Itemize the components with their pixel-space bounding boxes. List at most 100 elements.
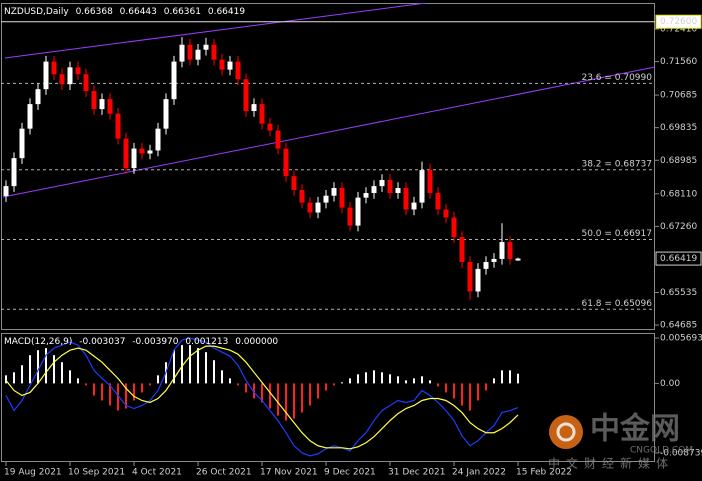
macd-readout: -0.003970 (132, 337, 178, 347)
candle-body (3, 186, 9, 197)
candle-body (403, 188, 409, 210)
histogram-bar (381, 372, 383, 384)
y-tick-label: 0.69835 (660, 123, 697, 133)
y-tick-label: -0.008739 (660, 448, 702, 458)
histogram-bar (285, 383, 287, 421)
candle-body (171, 61, 177, 100)
histogram-bar (317, 383, 319, 399)
macd-panel-frame (1, 333, 655, 462)
histogram-bar (413, 378, 415, 384)
candle-body (387, 179, 393, 194)
histogram-bar (229, 378, 231, 384)
candle-body (139, 148, 145, 154)
candle-body (499, 242, 505, 259)
y-tick-label: 0.64685 (660, 321, 697, 331)
candle-body (451, 217, 457, 238)
candle-body (283, 148, 289, 177)
candle-body (467, 261, 473, 292)
candle-body (163, 99, 169, 129)
histogram-bar (493, 378, 495, 384)
candle-body (363, 193, 369, 198)
header-high: 0.66443 (120, 7, 157, 17)
histogram-bar (357, 374, 359, 384)
candle-body (211, 44, 217, 60)
candle-body (51, 61, 57, 75)
histogram-bar (445, 383, 447, 393)
histogram-bar (509, 370, 511, 384)
candle-body (203, 44, 209, 50)
candle-body (491, 258, 497, 262)
candle-body (275, 130, 281, 149)
candle-body (483, 261, 489, 269)
histogram-bar (405, 380, 407, 384)
fib-label: 50.0 = 0.66917 (581, 229, 652, 239)
histogram-bar (101, 383, 103, 401)
histogram-bar (13, 372, 15, 384)
histogram-bar (397, 376, 399, 384)
histogram-bar (69, 370, 71, 384)
candle-body (515, 258, 521, 261)
histogram-bar (37, 350, 39, 384)
price-plot: 23.6 = 0.70990 38.2 = 0.68737 50.0 = 0.669… (1, 21, 655, 310)
price-header: NZDUSD,Daily 0.66368 0.66443 0.66361 0.6… (4, 7, 245, 17)
histogram-bar (173, 350, 175, 384)
macd-readout: -0.003037 (79, 337, 125, 347)
candle-body (331, 188, 337, 196)
fib-label: 61.8 = 0.65096 (581, 299, 652, 309)
y-tick-label: 0.005693 (660, 334, 702, 344)
histogram-bar (85, 383, 87, 386)
histogram-bar (437, 383, 439, 387)
candle-body (459, 237, 465, 262)
watermark-brand: 中金网 (590, 412, 680, 447)
y-tick-label: 0.68110 (660, 189, 697, 199)
watermark-logo (549, 415, 583, 449)
candle-body (83, 74, 89, 92)
histogram-bar (61, 362, 63, 384)
histogram-bar (77, 378, 79, 384)
histogram-bar (29, 355, 31, 384)
y-tick-label: 0.71560 (660, 57, 697, 67)
histogram-bar (517, 373, 519, 384)
watermark-domain: CNGOLD.COM (630, 446, 693, 456)
candle-body (27, 104, 33, 129)
candle-body (179, 44, 185, 62)
histogram-bar (117, 383, 119, 411)
macd-readout: 0.000000 (235, 337, 278, 347)
histogram-bar (197, 348, 199, 384)
candle-body (107, 99, 113, 114)
candle-body (435, 193, 441, 210)
histogram-bar (221, 370, 223, 384)
candle-body (99, 99, 105, 110)
trendlines (2, 3, 655, 198)
symbol: NZDUSD,Daily (4, 7, 69, 17)
header-open: 0.66368 (76, 7, 113, 17)
x-tick-label: 31 Dec 2021 (388, 468, 446, 478)
fib-label: 38.2 = 0.68737 (581, 159, 652, 169)
x-tick-label: 15 Feb 2022 (516, 468, 572, 478)
histogram-bar (213, 360, 215, 384)
candle-body (59, 74, 65, 85)
histogram-bar (181, 345, 183, 384)
histogram-bar (293, 383, 295, 419)
candle-body (11, 158, 17, 187)
main-panel-frame (1, 3, 655, 330)
histogram-bar (109, 383, 111, 406)
histogram-bar (501, 370, 503, 384)
candle-body (371, 186, 377, 194)
histogram-bar (53, 355, 55, 384)
candle-body (67, 67, 73, 85)
candle-body (419, 170, 425, 203)
histogram-bar (325, 383, 327, 391)
current-price-label: 0.66419 (660, 254, 697, 264)
candle-body (251, 104, 257, 112)
y-tick-label: 0.65535 (660, 288, 697, 298)
macd-readout: 0.001213 (185, 337, 228, 347)
histogram-bar (269, 383, 271, 409)
histogram-bar (189, 345, 191, 384)
candle-body (355, 197, 361, 226)
watermark-slogan: 中文财经新媒体 (548, 456, 674, 471)
histogram-bar (277, 383, 279, 416)
x-tick-label: 24 Jan 2022 (452, 468, 506, 478)
